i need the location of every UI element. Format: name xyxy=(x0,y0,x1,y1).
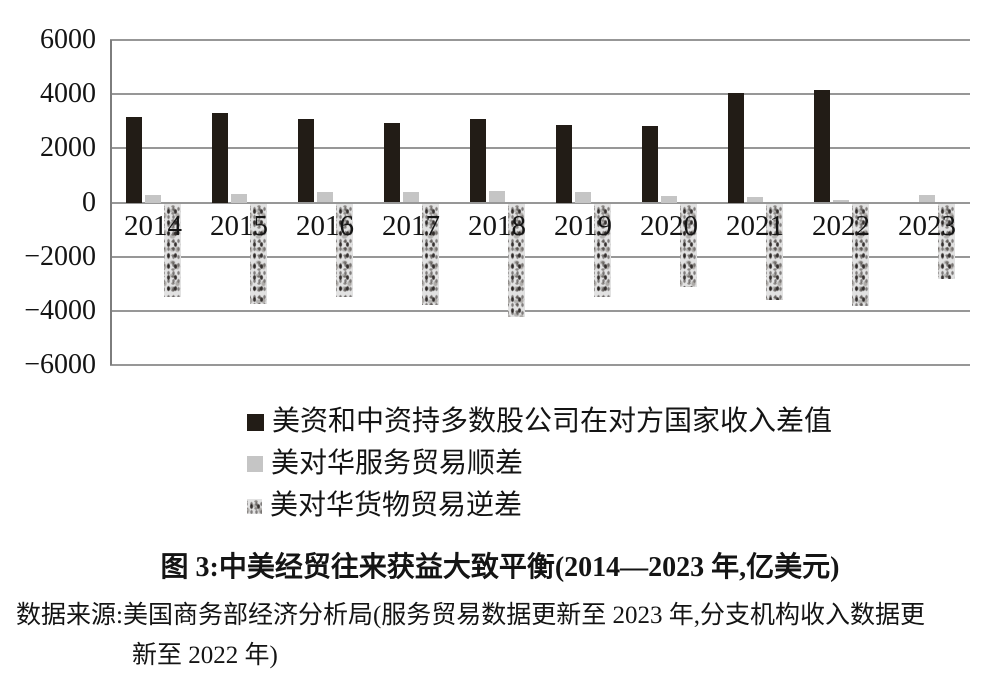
chart-bar xyxy=(728,92,744,203)
x-axis-category-label: 2023 xyxy=(898,209,956,242)
chart-bar xyxy=(145,195,161,203)
chart-bar xyxy=(661,196,677,203)
x-axis-category-label: 2020 xyxy=(640,209,698,242)
x-axis-category-label: 2021 xyxy=(726,209,784,242)
chart-bar xyxy=(317,192,333,203)
x-axis-category-label: 2014 xyxy=(124,209,182,242)
chart-bar xyxy=(336,203,353,297)
gridline xyxy=(110,147,970,150)
legend-marker-solid-gray-icon xyxy=(247,456,263,472)
gridline xyxy=(110,39,970,41)
y-axis-tick-label: 6000 xyxy=(40,24,96,55)
gridline xyxy=(110,309,970,312)
chart-bar xyxy=(231,194,247,203)
y-axis-line xyxy=(110,40,112,365)
data-source-line-1: 数据来源:美国商务部经济分析局(服务贸易数据更新至 2023 年,分支机构收入数… xyxy=(16,602,926,629)
chart-bar xyxy=(833,199,849,203)
x-axis-category-label: 2015 xyxy=(210,209,268,242)
chart-bar xyxy=(642,125,658,203)
legend-item: 美资和中资持多数股公司在对方国家收入差值 xyxy=(247,401,832,443)
data-source-line-2: 新至 2022 年) xyxy=(132,642,278,669)
chart-bar xyxy=(212,113,228,203)
chart-bar xyxy=(938,203,955,280)
chart-bar xyxy=(919,195,935,203)
chart-bar xyxy=(384,122,400,203)
y-axis-tick-label: −2000 xyxy=(24,240,96,272)
legend-item: 美对华货物贸易逆差 xyxy=(247,485,832,527)
gridline xyxy=(110,364,970,366)
x-axis-category-label: 2022 xyxy=(812,209,870,242)
chart-bar xyxy=(164,203,181,297)
chart-bar xyxy=(250,203,267,304)
gridline xyxy=(110,93,970,96)
chart-bar xyxy=(508,203,525,318)
chart-bar xyxy=(680,203,697,288)
x-axis-category-label: 2019 xyxy=(554,209,612,242)
chart-legend: 美资和中资持多数股公司在对方国家收入差值 美对华服务贸易顺差 美对华货物贸易逆差 xyxy=(247,401,832,527)
gridline xyxy=(110,255,970,258)
chart-bar xyxy=(126,117,142,203)
chart-bar xyxy=(298,119,314,203)
legend-marker-speckled-gray-icon xyxy=(247,498,262,514)
chart-bar xyxy=(766,203,783,300)
x-axis-category-label: 2016 xyxy=(296,209,354,242)
figure-title: 图 3:中美经贸往来获益大致平衡(2014—2023 年,亿美元) xyxy=(160,552,840,583)
chart-bar xyxy=(814,90,830,203)
chart-bar xyxy=(556,125,572,203)
y-axis-tick-label: −6000 xyxy=(24,349,96,380)
legend-marker-solid-black-icon xyxy=(247,413,264,431)
chart-bar xyxy=(489,191,505,203)
y-axis-tick-label: 4000 xyxy=(40,78,96,110)
legend-label: 美对华货物贸易逆差 xyxy=(270,490,523,521)
x-axis-category-label: 2017 xyxy=(382,209,440,242)
legend-item: 美对华服务贸易顺差 xyxy=(247,443,832,485)
legend-label: 美资和中资持多数股公司在对方国家收入差值 xyxy=(272,406,833,437)
chart-bar xyxy=(575,191,591,203)
y-axis-tick-label: −4000 xyxy=(24,294,96,326)
y-axis-tick-label: 2000 xyxy=(40,132,96,164)
chart-bar xyxy=(470,118,486,203)
chart-bar xyxy=(422,203,439,306)
chart-bar xyxy=(594,203,611,297)
legend-label: 美对华服务贸易顺差 xyxy=(271,448,524,479)
chart-bar xyxy=(403,191,419,203)
y-axis-tick-label: 0 xyxy=(82,186,96,218)
chart-bar xyxy=(747,197,763,203)
x-axis-category-label: 2018 xyxy=(468,209,526,242)
gridline xyxy=(110,201,970,204)
chart-bar xyxy=(852,203,869,307)
